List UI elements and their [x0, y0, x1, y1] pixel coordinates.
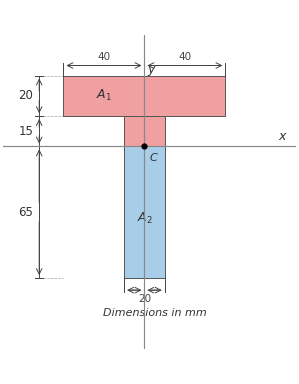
- Bar: [63, 76, 225, 116]
- Text: 15: 15: [18, 125, 33, 138]
- Text: $A_1$: $A_1$: [96, 88, 112, 103]
- Text: 20: 20: [18, 89, 33, 103]
- Bar: [124, 116, 165, 146]
- Text: $A_2$: $A_2$: [137, 211, 152, 226]
- Text: Dimensions in mm: Dimensions in mm: [103, 308, 206, 318]
- Text: 40: 40: [178, 53, 191, 63]
- Text: y: y: [147, 63, 155, 76]
- Bar: [124, 146, 165, 278]
- Text: 20: 20: [138, 294, 151, 304]
- Text: C: C: [150, 152, 157, 162]
- Text: x: x: [279, 131, 286, 144]
- Text: 65: 65: [18, 206, 33, 219]
- Text: 40: 40: [97, 53, 111, 63]
